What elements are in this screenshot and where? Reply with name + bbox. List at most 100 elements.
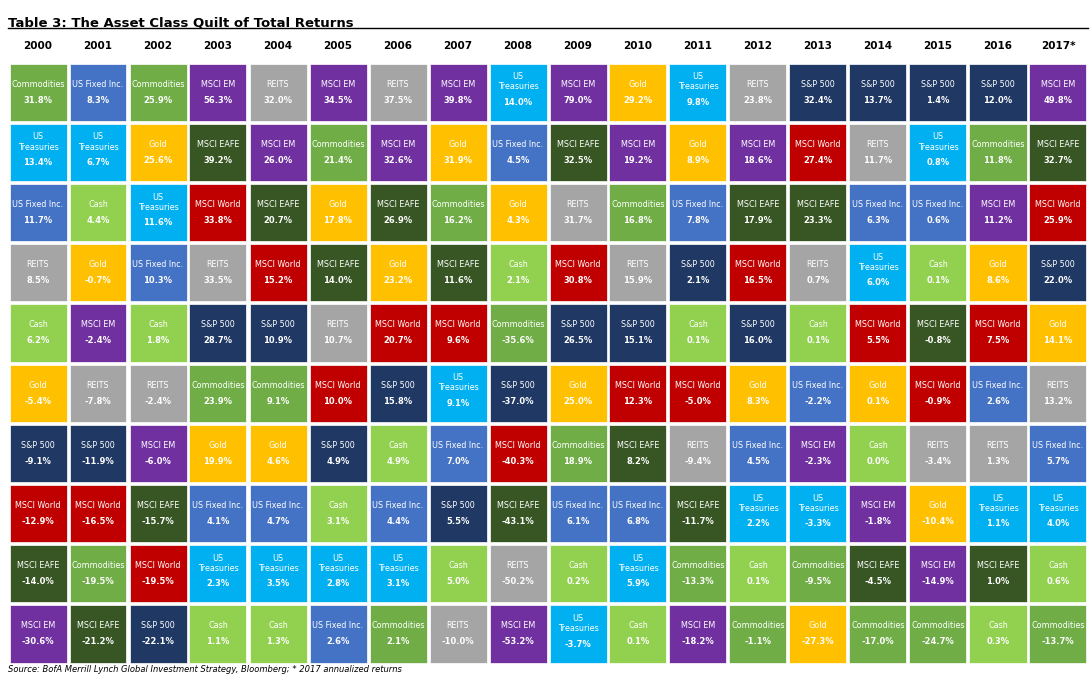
Text: 5.0%: 5.0%	[446, 577, 469, 587]
Bar	[850, 606, 907, 662]
Text: S&P 500: S&P 500	[1041, 261, 1075, 269]
Text: US Fixed Inc.: US Fixed Inc.	[1032, 441, 1083, 450]
Text: 2.1%: 2.1%	[686, 276, 709, 285]
Bar	[310, 63, 367, 121]
Text: S&P 500: S&P 500	[681, 261, 715, 269]
Bar	[430, 184, 487, 241]
Bar	[310, 545, 367, 602]
Text: 9.1%: 9.1%	[446, 399, 469, 408]
Bar	[190, 545, 247, 602]
Text: 15.8%: 15.8%	[383, 397, 412, 406]
Bar	[10, 123, 67, 181]
Text: 17.8%: 17.8%	[324, 216, 352, 225]
Text: 26.5%: 26.5%	[563, 336, 592, 345]
Bar	[190, 244, 247, 301]
Text: 11.6%: 11.6%	[443, 276, 472, 285]
Text: 2000: 2000	[24, 41, 52, 51]
Bar	[190, 304, 247, 361]
Bar	[490, 184, 547, 241]
Bar	[790, 425, 847, 482]
Text: 14.0%: 14.0%	[323, 276, 352, 285]
Text: REITS: REITS	[206, 261, 229, 269]
Text: US
Treasuries: US Treasuries	[858, 253, 898, 272]
Text: MSCI EAFE: MSCI EAFE	[736, 200, 779, 209]
Text: 14.1%: 14.1%	[1043, 336, 1072, 345]
Text: 31.8%: 31.8%	[24, 95, 52, 104]
Text: MSCI EAFE: MSCI EAFE	[616, 441, 659, 450]
Text: MSCI World: MSCI World	[255, 261, 301, 269]
Text: 2.1%: 2.1%	[506, 276, 530, 285]
Text: Gold: Gold	[868, 381, 887, 389]
Text: 2.8%: 2.8%	[326, 580, 349, 589]
Text: US
Treasuries: US Treasuries	[558, 614, 598, 633]
Text: 4.1%: 4.1%	[206, 517, 230, 526]
Bar	[370, 425, 427, 482]
Text: MSCI EAFE: MSCI EAFE	[676, 501, 719, 510]
Text: 2008: 2008	[504, 41, 532, 51]
Bar	[970, 606, 1027, 662]
Text: US Fixed Inc.: US Fixed Inc.	[132, 261, 183, 269]
Bar	[910, 123, 967, 181]
Text: 2.2%: 2.2%	[746, 519, 769, 529]
Text: 4.4%: 4.4%	[86, 216, 110, 225]
Bar	[250, 244, 307, 301]
Text: US
Treasuries: US Treasuries	[137, 193, 178, 211]
Bar	[790, 545, 847, 602]
Text: US Fixed Inc.: US Fixed Inc.	[492, 140, 543, 149]
Bar	[490, 425, 547, 482]
Bar	[550, 304, 607, 361]
Text: MSCI EM: MSCI EM	[381, 140, 415, 149]
Bar	[430, 425, 487, 482]
Text: US
Treasuries: US Treasuries	[77, 132, 119, 151]
Bar	[910, 485, 967, 542]
Bar	[130, 606, 187, 662]
Text: Commodities: Commodities	[191, 381, 244, 389]
Bar	[670, 184, 727, 241]
Bar	[130, 63, 187, 121]
Text: Commodities: Commodities	[971, 140, 1024, 149]
Text: 1.3%: 1.3%	[266, 638, 289, 647]
Text: -18.2%: -18.2%	[682, 638, 715, 647]
Text: MSCI World: MSCI World	[1035, 200, 1081, 209]
Text: MSCI World: MSCI World	[375, 321, 421, 329]
Text: US
Treasuries: US Treasuries	[738, 494, 778, 513]
Text: Gold: Gold	[448, 140, 467, 149]
Text: 11.7%: 11.7%	[863, 155, 892, 165]
Text: 3.1%: 3.1%	[326, 517, 349, 526]
Text: 2005: 2005	[324, 41, 352, 51]
Text: US
Treasuries: US Treasuries	[437, 373, 478, 392]
Bar	[490, 63, 547, 121]
Bar	[250, 184, 307, 241]
Text: Commodities: Commodities	[671, 561, 724, 570]
Text: 33.8%: 33.8%	[204, 216, 232, 225]
Text: 12.3%: 12.3%	[623, 397, 652, 406]
Bar	[550, 244, 607, 301]
Bar	[550, 63, 607, 121]
Bar	[730, 244, 787, 301]
Text: 15.9%: 15.9%	[623, 276, 652, 285]
Bar	[1030, 63, 1087, 121]
Bar	[190, 606, 247, 662]
Text: Cash: Cash	[688, 321, 708, 329]
Text: Commodities: Commodities	[431, 200, 484, 209]
Bar	[610, 63, 667, 121]
Text: Cash: Cash	[628, 621, 648, 630]
Text: MSCI World: MSCI World	[75, 501, 121, 510]
Text: US Fixed Inc.: US Fixed Inc.	[972, 381, 1023, 389]
Bar	[1030, 304, 1087, 361]
Bar	[310, 244, 367, 301]
Text: US
Treasuries: US Treasuries	[197, 554, 238, 573]
Text: 10.9%: 10.9%	[264, 336, 292, 345]
Text: MSCI EAFE: MSCI EAFE	[316, 261, 359, 269]
Text: Gold: Gold	[28, 381, 47, 389]
Text: US Fixed Inc.: US Fixed Inc.	[912, 200, 963, 209]
Text: -14.9%: -14.9%	[922, 577, 955, 587]
Bar	[430, 304, 487, 361]
Bar	[970, 545, 1027, 602]
Bar	[130, 123, 187, 181]
Bar	[430, 545, 487, 602]
Text: 20.7%: 20.7%	[384, 336, 412, 345]
Text: MSCI World: MSCI World	[315, 381, 361, 389]
Text: -12.9%: -12.9%	[22, 517, 55, 526]
Text: 8.3%: 8.3%	[86, 95, 109, 104]
